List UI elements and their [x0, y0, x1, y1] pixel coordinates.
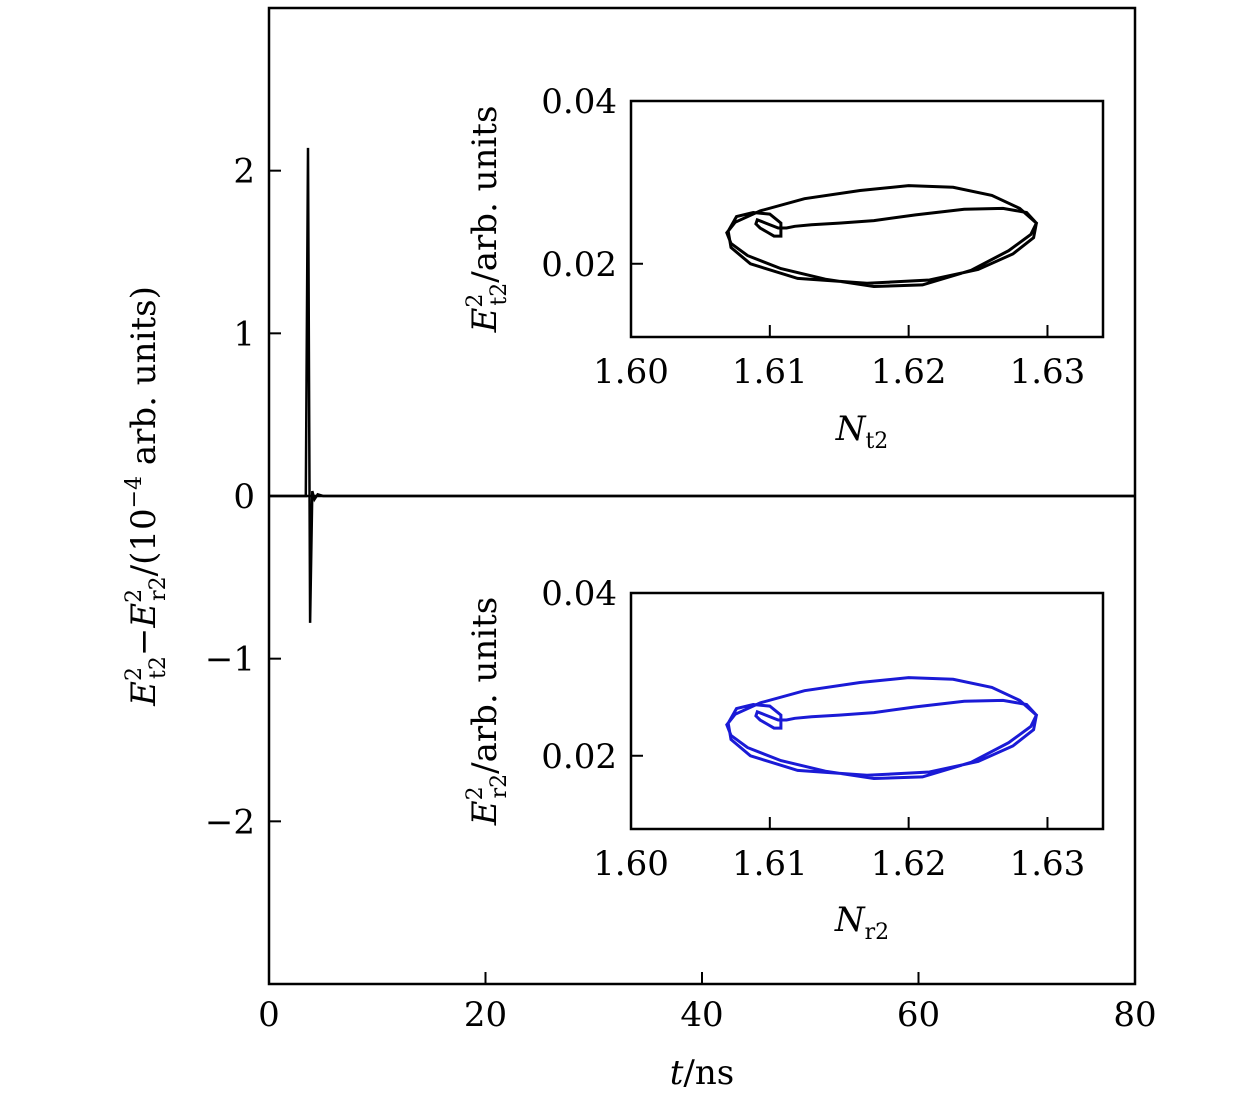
main-y-label-sub2: r2: [146, 576, 171, 601]
lower-inset-x-tick-label: 1.63: [1010, 844, 1086, 884]
upper-inset-y-axis-label: E2t2/arb. units: [463, 106, 512, 334]
main-y-label-sup2: 2: [122, 589, 147, 603]
main-y-label-sym2: E: [124, 603, 164, 629]
main-y-label-sup1: 2: [122, 667, 147, 681]
main-y-label-sub1: t2: [146, 656, 171, 679]
main-y-tick-label: 2: [233, 152, 255, 192]
main-x-ticks: 0 20 40 60 80: [258, 972, 1157, 1035]
lower-inset-x-axis-label: Nr2: [834, 900, 889, 945]
main-x-tick-label: 80: [1113, 995, 1156, 1035]
main-y-tick-label: −2: [205, 802, 255, 842]
main-x-tick-label: 60: [897, 995, 940, 1035]
lower-inset-y-label-sup: 2: [463, 786, 488, 800]
upper-inset-x-tick-label: 1.60: [593, 352, 669, 392]
lower-inset-y-ticks: 0.02 0.04: [541, 574, 643, 777]
lower-inset-y-label-tail: /arb. units: [465, 597, 505, 774]
upper-inset-y-label-sub: t2: [487, 283, 512, 306]
main-y-axis-label: E2t2−E2r2/(10−4 arb. units): [122, 286, 171, 707]
upper-inset-x-label-sub: t2: [865, 429, 888, 454]
lower-inset-x-ticks: 1.60 1.61 1.62 1.63: [593, 817, 1085, 884]
main-y-label-exp: −4: [122, 476, 147, 508]
lower-inset-x-tick-label: 1.60: [593, 844, 669, 884]
lower-inset-x-tick-label: 1.62: [871, 844, 947, 884]
main-x-tick-label: 0: [258, 995, 280, 1035]
upper-inset-x-tick-label: 1.63: [1010, 352, 1086, 392]
lower-inset: 1.60 1.61 1.62 1.63 0.020.04 Nr2 E2r2/arb. …: [463, 574, 1105, 945]
lower-inset-y-axis-label: E2r2/arb. units: [463, 597, 512, 826]
main-y-tick-label: 1: [233, 314, 255, 354]
main-x-label-unit: /ns: [683, 1053, 734, 1093]
upper-inset-x-ticks: 1.60 1.61 1.62 1.63: [593, 325, 1085, 392]
upper-inset-x-tick-label: 1.62: [871, 352, 947, 392]
lower-inset-frame: [629, 591, 1105, 831]
upper-inset-y-label-sym: E: [465, 307, 505, 333]
upper-inset-x-label-sym: N: [835, 409, 867, 449]
upper-inset-x-tick-label: 1.61: [732, 352, 808, 392]
main-x-tick-label: 40: [680, 995, 723, 1035]
lower-inset-x-tick-label: 1.61: [732, 844, 808, 884]
upper-inset-y-label-sup: 2: [463, 294, 488, 308]
upper-inset-y-label-tail: /arb. units: [465, 106, 505, 283]
upper-inset-trajectory: [725, 184, 1039, 289]
main-y-label-tail2: arb. units): [124, 286, 164, 476]
main-series-line: [269, 147, 1135, 623]
upper-inset-y-ticks: 0.02 0.04: [541, 82, 643, 285]
lower-inset-x-label-sub: r2: [865, 920, 890, 945]
lower-inset-trajectory: [725, 676, 1039, 781]
lower-inset-x-label-sym: N: [834, 900, 866, 940]
main-y-ticks: −2 −1 0 1 2: [205, 152, 281, 842]
upper-inset-y-tick-label: 0.02: [541, 245, 617, 285]
upper-inset-y-tick-label: 0.04: [541, 82, 617, 122]
main-y-label-sym1: E: [124, 681, 164, 707]
main-y-tick-label: −1: [205, 640, 255, 680]
main-y-tick-label: 0: [233, 477, 255, 517]
main-x-tick-label: 20: [464, 995, 507, 1035]
upper-inset-x-axis-label: Nt2: [835, 409, 889, 454]
main-x-axis-label: t/ns: [670, 1053, 734, 1093]
lower-inset-y-label-sub: r2: [487, 774, 512, 799]
lower-inset-y-tick-label: 0.02: [541, 737, 617, 777]
lower-inset-y-tick-label: 0.04: [541, 574, 617, 614]
upper-inset-frame: [629, 99, 1105, 339]
upper-inset: 1.60 1.61 1.62 1.63 0.020.04 Nt2 E2t2/arb. …: [463, 82, 1105, 454]
main-y-label-minus: −: [124, 628, 164, 657]
main-y-label-tail1: /(10: [124, 508, 164, 576]
main-x-label-var: t: [670, 1053, 684, 1093]
lower-inset-y-label-sym: E: [465, 800, 505, 826]
